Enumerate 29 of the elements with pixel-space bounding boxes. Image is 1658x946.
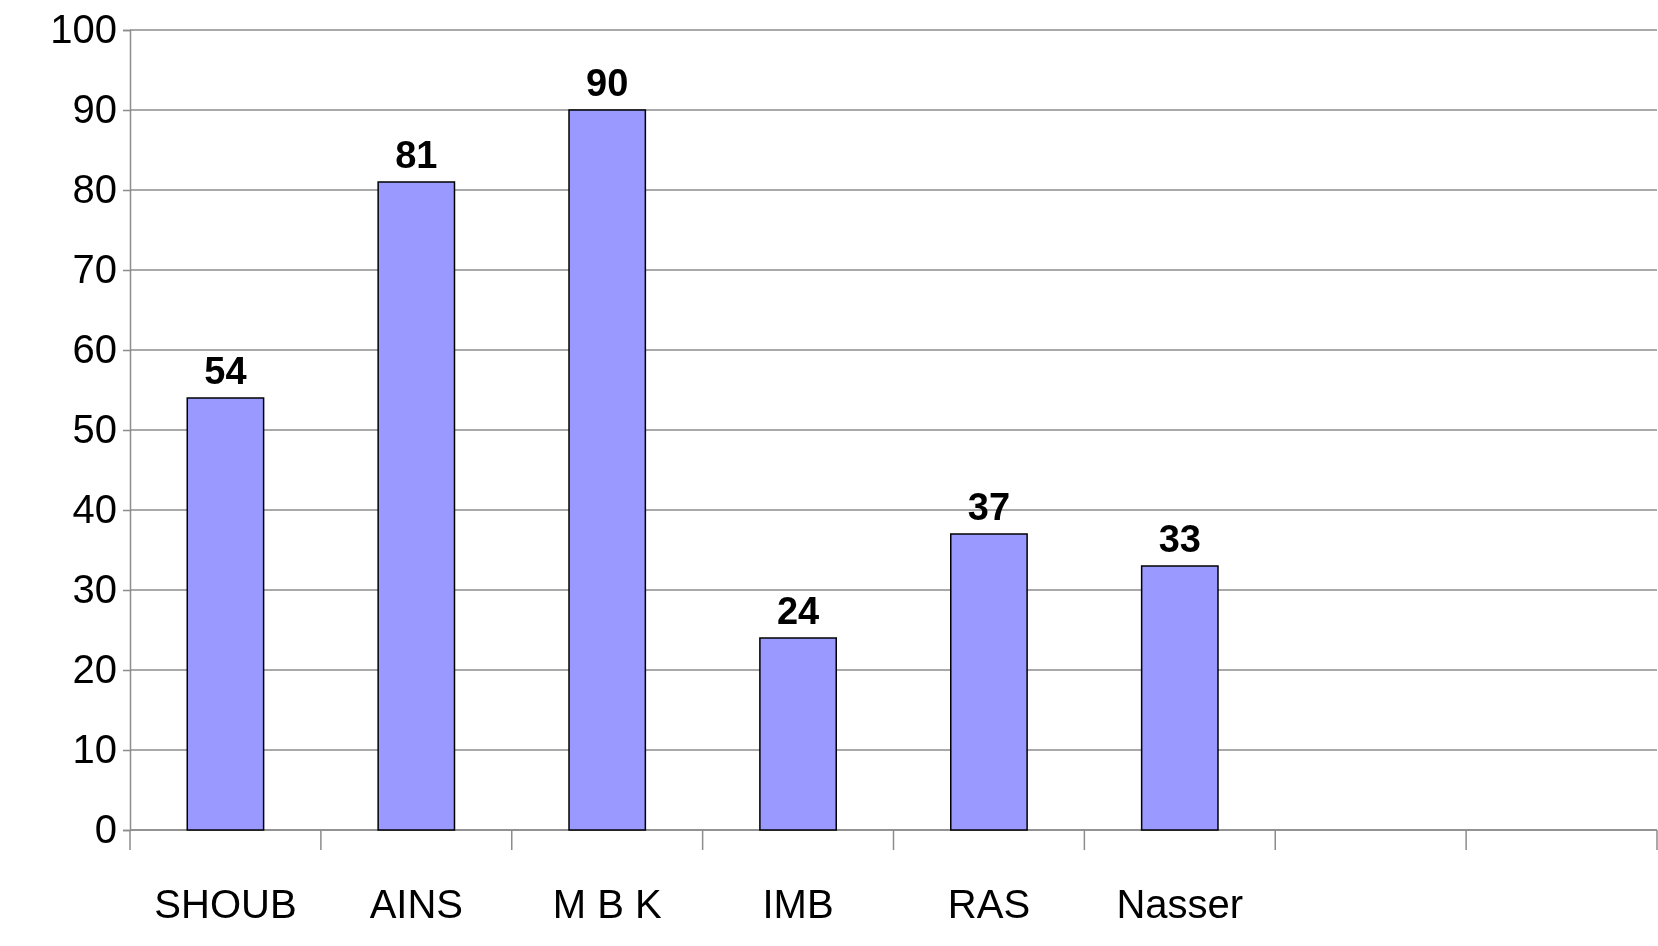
y-tick-label: 50 — [72, 407, 117, 452]
x-tick-label: IMB — [762, 882, 834, 926]
data-label: 54 — [204, 350, 247, 392]
y-tick-label: 60 — [72, 327, 117, 372]
x-tick-label: AINS — [369, 882, 463, 926]
y-tick-label: 90 — [72, 87, 117, 132]
y-tick-label: 20 — [72, 647, 117, 692]
x-tick-label: SHOUB — [154, 882, 297, 926]
y-tick-label: 70 — [72, 247, 117, 292]
y-tick-label: 10 — [72, 727, 117, 772]
data-label: 24 — [776, 590, 820, 632]
bar — [1140, 565, 1219, 831]
x-tick-label: Nasser — [1116, 882, 1244, 926]
x-tick-label: M B K — [552, 882, 662, 926]
y-tick-label: 30 — [72, 567, 117, 612]
y-tick-label: 80 — [72, 167, 117, 212]
bar — [186, 397, 265, 831]
bar — [950, 533, 1028, 831]
y-tick-label: 40 — [72, 487, 117, 532]
data-label: 37 — [967, 486, 1011, 528]
bar — [759, 637, 837, 831]
data-label: 90 — [586, 62, 629, 104]
data-label: 33 — [1158, 518, 1201, 560]
bar — [377, 181, 456, 831]
y-tick-label: 0 — [94, 807, 117, 852]
y-tick-label: 100 — [50, 7, 117, 52]
data-label: 81 — [395, 134, 438, 176]
bar — [568, 109, 647, 831]
x-tick-label: RAS — [947, 882, 1031, 926]
